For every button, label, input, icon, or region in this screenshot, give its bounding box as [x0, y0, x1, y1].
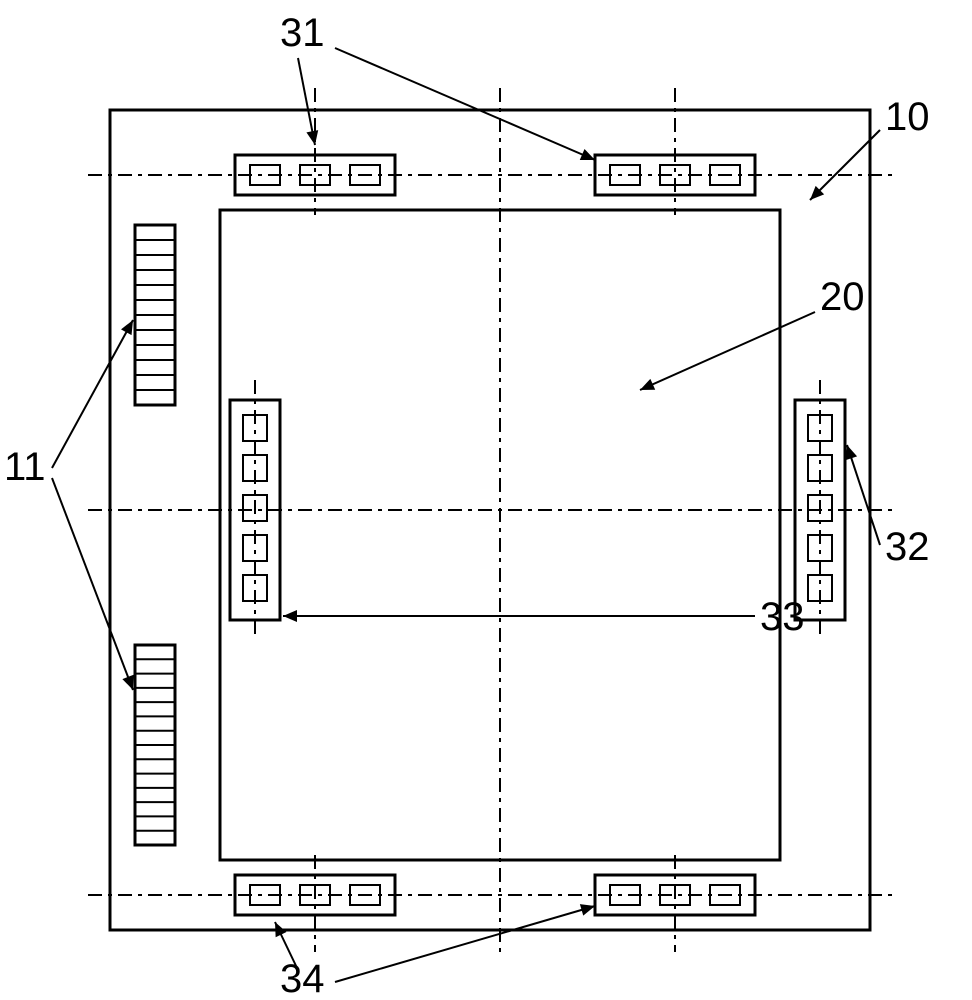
technical-diagram: 31 10 20 11 32 33 34 — [0, 0, 972, 1000]
label-31: 31 — [280, 11, 325, 55]
label-10: 10 — [885, 95, 930, 139]
label-11: 11 — [4, 445, 46, 489]
label-33: 33 — [760, 595, 805, 639]
label-34: 34 — [280, 957, 325, 1000]
label-32: 32 — [885, 525, 930, 569]
ladder-bottom — [135, 645, 175, 845]
label-20: 20 — [820, 275, 865, 319]
outer-frame — [110, 110, 870, 930]
ladder-top — [135, 225, 175, 405]
